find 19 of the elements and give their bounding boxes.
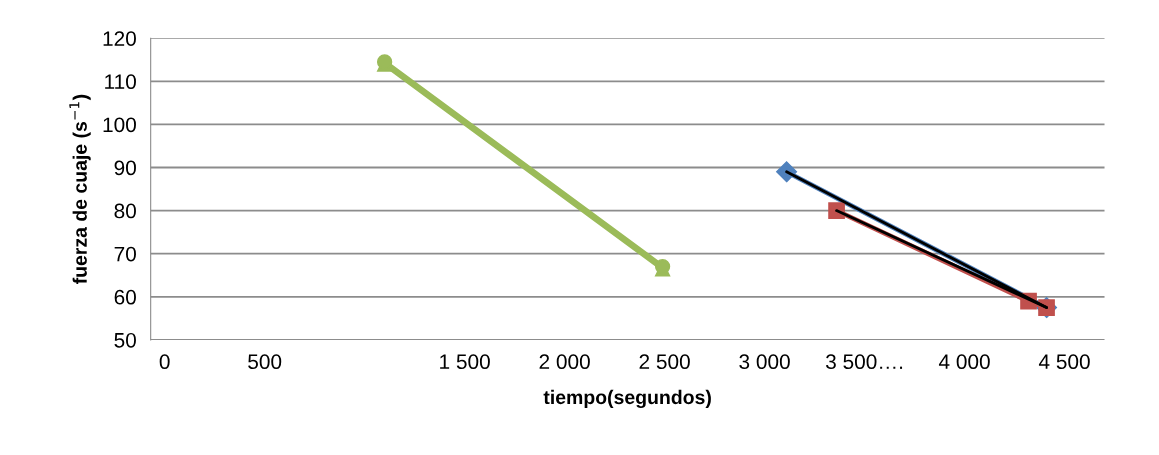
x-tick-label: 4 500 xyxy=(1038,354,1090,370)
y-tick-label: 80 xyxy=(114,203,136,219)
x-tick-label: 0 xyxy=(159,354,170,370)
x-axis-title: tiempo(segundos) xyxy=(543,389,711,409)
x-tick-label: 500 xyxy=(248,354,282,370)
y-tick-label: 120 xyxy=(103,31,136,46)
y-axis-title: fuerza de cuaje (s$^{−1}$) xyxy=(69,94,91,284)
x-tick-label: 2 500 xyxy=(639,354,690,370)
x-tick-label: 4 000 xyxy=(938,354,990,370)
y-tick-label: 60 xyxy=(114,289,136,305)
y-tick-label: 70 xyxy=(114,246,136,262)
y-tick-label: 110 xyxy=(105,74,136,90)
x-tick-label: 3 000 xyxy=(739,354,790,370)
x-tick-label: 2 000 xyxy=(539,354,590,370)
y-tick-label: 90 xyxy=(114,160,136,176)
y-tick-label: 50 xyxy=(114,332,136,348)
y-tick-label: 100 xyxy=(103,117,136,133)
x-tick-label: 1 500 xyxy=(440,354,490,370)
x-tick-label: 3 500…. xyxy=(825,354,903,370)
